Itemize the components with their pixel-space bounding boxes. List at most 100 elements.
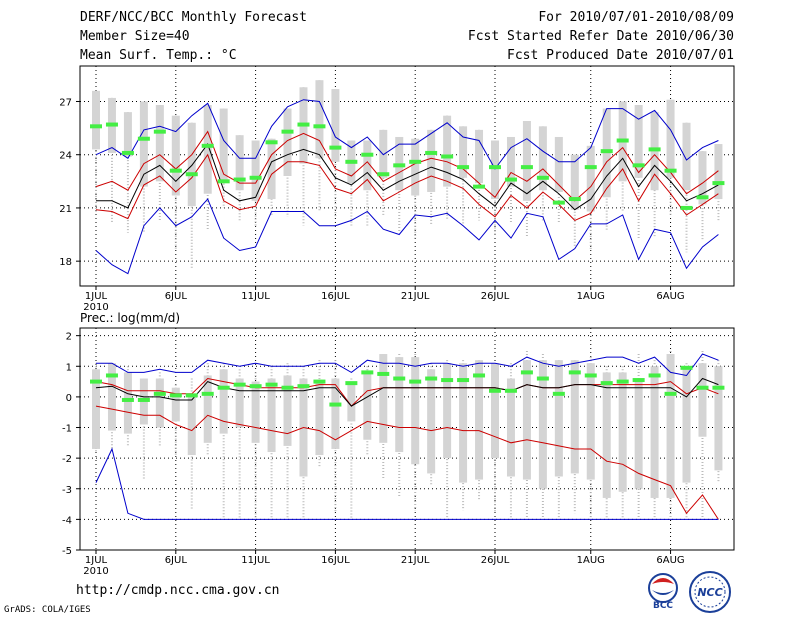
prec-ensemble-box — [506, 378, 515, 477]
prec-ensemble-box — [634, 378, 643, 489]
prec-observed-marker — [169, 393, 182, 398]
prec-ensemble-box — [395, 357, 404, 453]
temp-series-ensemble-mean — [96, 143, 719, 211]
temp-observed-marker — [457, 165, 470, 170]
prec-observed-marker — [185, 393, 198, 398]
temp-ensemble-box — [682, 122, 691, 191]
prec-ensemble-box — [714, 366, 723, 471]
temp-ensemble-box — [459, 126, 468, 178]
prec-observed-marker — [552, 391, 565, 396]
prec-ensemble-box — [123, 372, 132, 434]
temp-observed-marker — [329, 145, 342, 150]
ncc-logo-text: NCC — [697, 586, 722, 599]
prec-x-tick-label: 16JUL — [321, 555, 350, 566]
prec-observed-marker — [233, 382, 246, 387]
prec-x-tick-label: 1JUL — [85, 555, 108, 566]
prec-observed-marker — [297, 384, 310, 389]
prec-ensemble-box — [107, 363, 116, 431]
source-url[interactable]: http://cmdp.ncc.cma.gov.cn — [76, 583, 280, 598]
temp-ensemble-box — [634, 105, 643, 178]
prec-observed-marker — [441, 378, 454, 383]
prec-ensemble-box — [682, 366, 691, 483]
temp-observed-marker — [616, 138, 629, 143]
prec-ensemble-box — [554, 360, 563, 477]
prec-observed-marker — [584, 373, 597, 378]
temp-ensemble-box — [586, 145, 595, 212]
temp-observed-marker — [281, 129, 294, 134]
grads-credit: GrADS: COLA/IGES — [4, 605, 91, 615]
prec-series-ensemble-min — [95, 447, 719, 520]
temp-observed-marker — [680, 205, 693, 210]
prec-ensemble-box — [251, 381, 260, 443]
temp-observed-marker — [520, 165, 533, 170]
prec-ensemble-box — [347, 381, 356, 422]
prec-observed-marker — [329, 402, 342, 407]
temp-observed-marker — [90, 124, 102, 129]
temp-ensemble-box — [506, 136, 515, 187]
prec-ensemble-box — [538, 360, 547, 489]
temp-observed-marker — [648, 147, 661, 152]
prec-observed-marker — [680, 365, 693, 370]
prec-x-tick-label: 6JUL — [165, 555, 188, 566]
prec-observed-marker — [393, 376, 406, 381]
temp-ensemble-box — [155, 105, 164, 182]
prec-panel-title: Prec.: log(mm/d) — [80, 311, 180, 325]
prec-ensemble-box — [411, 357, 420, 465]
temp-observed-marker — [504, 177, 517, 182]
prec-ensemble-box — [203, 375, 212, 443]
produced-date-label: Fcst Produced Date 2010/07/01 — [507, 48, 734, 63]
temp-ensemble-box — [570, 154, 579, 210]
temp-observed-marker — [696, 195, 709, 200]
prec-x-tick-label: 26JUL — [481, 555, 510, 566]
temp-ensemble-box — [491, 140, 499, 200]
temp-observed-marker — [121, 150, 134, 155]
prec-ensemble-box — [459, 363, 468, 483]
temp-observed-marker — [377, 172, 390, 177]
temp-ensemble-box — [363, 140, 372, 191]
temp-observed-marker — [473, 184, 486, 189]
temp-observed-marker — [489, 165, 501, 170]
temp-observed-marker — [664, 168, 677, 173]
prec-ensemble-box — [92, 369, 100, 449]
prec-observed-marker — [249, 384, 262, 389]
temp-series-ensemble-max — [95, 99, 719, 170]
temp-ensemble-box — [331, 89, 340, 162]
prec-ensemble-box — [315, 381, 324, 456]
temp-observed-marker — [249, 175, 262, 180]
temp-ensemble-box — [698, 151, 707, 205]
temp-observed-marker — [137, 136, 150, 141]
temp-observed-marker — [297, 122, 310, 127]
prec-x-year-label: 2010 — [83, 566, 108, 577]
prec-y-tick-label: -4 — [62, 515, 72, 526]
temp-ensemble-box — [251, 140, 260, 201]
prec-observed-marker — [361, 370, 374, 375]
prec-ensemble-box — [379, 354, 388, 443]
bcc-logo-text: BCC — [653, 601, 673, 610]
forecast-title: DERF/NCC/BCC Monthly Forecast — [80, 10, 307, 25]
temp-observed-marker — [712, 181, 725, 186]
temp-ensemble-box — [522, 121, 531, 201]
temp-y-tick-label: 21 — [59, 204, 72, 215]
prec-frame — [79, 327, 735, 551]
prec-ensemble-box — [650, 366, 659, 498]
temp-x-tick-label: 21JUL — [401, 291, 430, 302]
temp-x-year-label: 2010 — [83, 302, 108, 313]
prec-ensemble-box — [171, 387, 180, 422]
prec-observed-marker — [632, 378, 645, 383]
temp-frame — [79, 65, 735, 287]
temp-ensemble-box — [123, 112, 132, 157]
temp-observed-marker — [552, 200, 565, 205]
temp-ensemble-box — [203, 105, 212, 194]
temp-x-tick-label: 26JUL — [481, 291, 510, 302]
temp-ensemble-box — [666, 99, 675, 178]
prec-observed-marker — [153, 391, 166, 396]
prec-observed-marker — [105, 373, 118, 378]
prec-observed-marker — [696, 385, 709, 390]
temp-observed-marker — [409, 159, 422, 164]
prec-y-tick-label: 0 — [66, 393, 72, 404]
temp-ensemble-box — [714, 144, 723, 200]
prec-ensemble-box — [267, 378, 276, 453]
prec-y-tick-label: -3 — [62, 485, 72, 496]
temp-y-tick-label: 24 — [59, 151, 72, 162]
